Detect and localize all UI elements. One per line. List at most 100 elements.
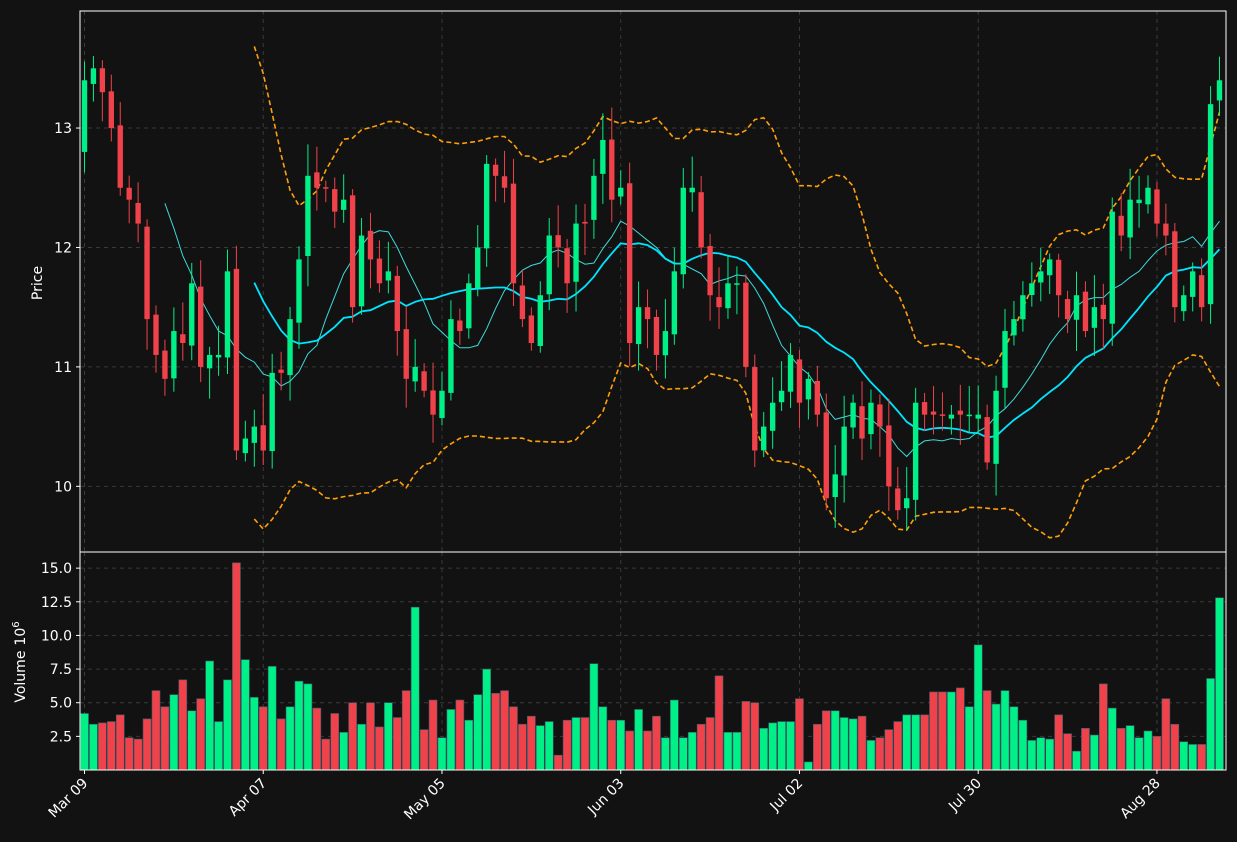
volume-bar	[366, 702, 375, 771]
price-axis-label: Price	[30, 266, 46, 300]
volume-bar	[312, 707, 322, 771]
candle-body	[483, 163, 490, 249]
candle-body	[618, 187, 624, 197]
volume-bar	[661, 737, 670, 771]
volume-bar	[267, 666, 277, 771]
candle-body	[609, 139, 615, 200]
volume-bar	[115, 714, 125, 771]
candle-body	[144, 226, 150, 320]
volume-bar	[482, 668, 491, 771]
volume-bar	[330, 713, 340, 771]
candle-body	[180, 334, 186, 344]
candle-body	[1198, 275, 1205, 308]
volume-bar	[1143, 730, 1153, 771]
volume-bar	[795, 698, 804, 771]
volume-bar	[303, 683, 313, 771]
volume-bar	[804, 761, 813, 771]
candle-body	[457, 320, 463, 332]
volume-bar	[151, 690, 161, 771]
volume-bar	[106, 721, 116, 771]
candle-body	[1047, 259, 1053, 276]
volume-bar	[1215, 597, 1224, 771]
candle-body	[591, 175, 597, 220]
candle-body	[340, 199, 347, 210]
volume-bar	[902, 714, 912, 771]
candle-body	[242, 438, 249, 454]
volume-bar	[571, 717, 581, 771]
candle-body	[573, 223, 579, 282]
volume-bar	[732, 732, 742, 771]
candle-body	[537, 295, 543, 347]
volume-bar	[500, 690, 509, 771]
candle-body	[823, 412, 829, 499]
candle-body	[385, 271, 392, 281]
volume-bar	[258, 706, 268, 771]
volume-bar	[562, 719, 572, 771]
volume-bar	[241, 659, 250, 771]
volume-bar	[670, 699, 679, 771]
candle-body	[153, 314, 159, 355]
candle-body	[1109, 211, 1115, 324]
candle-body	[1154, 189, 1160, 224]
volume-bar	[419, 729, 429, 771]
volume-bar	[509, 706, 518, 771]
candle-body	[1181, 295, 1187, 312]
candle-body	[895, 488, 901, 511]
volume-bar	[446, 709, 456, 771]
candle-body	[412, 366, 418, 382]
candle-body	[1002, 331, 1008, 388]
volume-bar	[1090, 734, 1099, 771]
candle-body	[1207, 104, 1214, 305]
candle-body	[832, 474, 838, 498]
price-panel: 10 11 12 13	[54, 11, 1226, 552]
volume-bar	[196, 698, 206, 771]
candle-body	[1064, 299, 1071, 320]
candle-body	[323, 187, 329, 189]
candle-body	[966, 414, 972, 417]
candle-body	[1172, 231, 1178, 308]
candle-body	[886, 425, 892, 487]
candle-body	[993, 390, 999, 464]
candle-body	[251, 426, 257, 443]
volume-bar	[714, 675, 724, 771]
candle-body	[626, 183, 633, 344]
ma-slow-line	[253, 242, 1221, 439]
price-tick-label: 10	[54, 479, 72, 495]
volume-bar	[598, 706, 608, 771]
candle-body	[805, 378, 812, 400]
volume-bar	[455, 699, 465, 771]
candle-body	[162, 350, 168, 379]
candle-body	[1136, 199, 1142, 204]
candle-body	[501, 176, 508, 188]
volume-bar	[786, 721, 795, 771]
volume-bar	[294, 680, 304, 771]
volume-bar	[1161, 698, 1171, 771]
volume-bar	[830, 710, 840, 771]
volume-bar	[1116, 727, 1126, 771]
volume-bar	[1027, 740, 1037, 771]
volume-bar	[813, 723, 822, 771]
volume-bar	[187, 710, 197, 771]
volume-bar	[205, 660, 214, 771]
candle-body	[519, 285, 526, 320]
candle-body	[1163, 223, 1169, 236]
candle-body	[787, 354, 794, 392]
candle-body	[564, 248, 570, 284]
candle-body	[466, 283, 472, 329]
candle-body	[189, 283, 195, 346]
volume-bar	[893, 721, 903, 771]
volume-bar	[89, 723, 98, 771]
volume-bar	[884, 729, 894, 771]
volume-bar	[911, 714, 920, 771]
candle-body	[761, 426, 767, 451]
volume-bar	[410, 606, 420, 771]
volume-bar	[982, 690, 992, 771]
volume-bar	[821, 710, 831, 771]
candle-body	[1118, 215, 1124, 236]
volume-bar	[1188, 744, 1198, 771]
volume-bar	[1098, 683, 1108, 771]
volume-bar	[1179, 741, 1189, 771]
candle-body	[1055, 259, 1062, 296]
volume-bar	[589, 663, 599, 771]
volume-bar	[464, 719, 474, 771]
